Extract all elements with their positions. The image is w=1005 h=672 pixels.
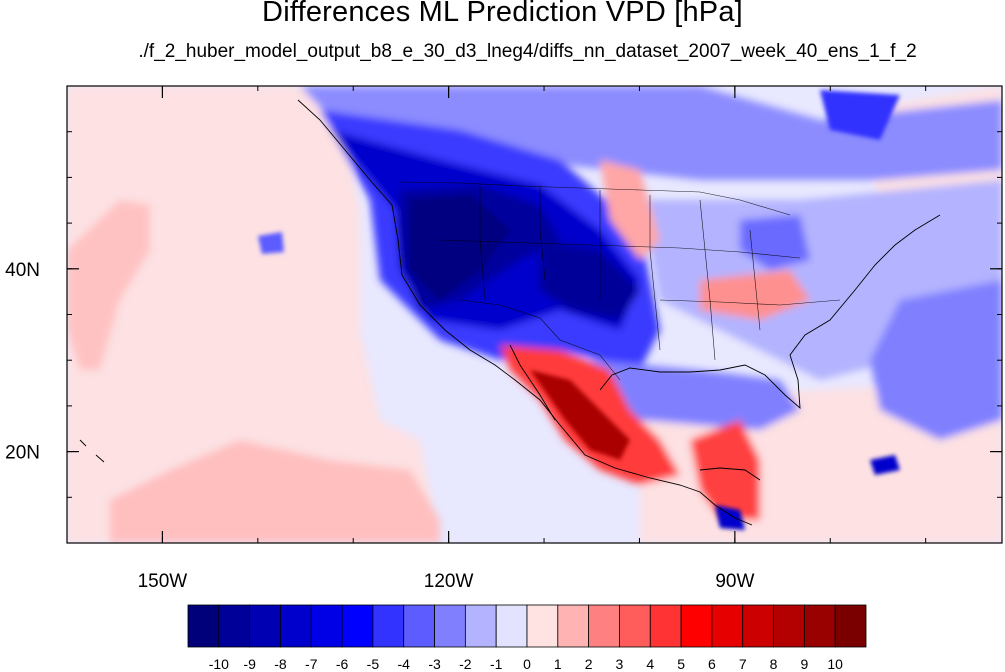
colorbar-label: -10 bbox=[209, 656, 229, 672]
field-negative-gulf bbox=[590, 360, 800, 430]
field-positive-southeast bbox=[700, 270, 810, 320]
colorbar-swatch bbox=[773, 604, 805, 648]
colorbar-swatch bbox=[280, 604, 312, 648]
colorbar-label: 10 bbox=[827, 656, 843, 672]
field-positive-pacific-south bbox=[110, 440, 440, 543]
field-negative-sierra-core bbox=[410, 195, 510, 300]
field-negative-atlantic-east bbox=[870, 280, 1002, 440]
colorbar-swatch bbox=[742, 604, 774, 648]
map-title: Differences ML Prediction VPD [hPa] bbox=[262, 0, 743, 28]
colorbar-swatch bbox=[310, 604, 343, 648]
field-positive-plains bbox=[600, 160, 660, 260]
colorbar-label: 1 bbox=[554, 656, 562, 672]
colorbar-label: 8 bbox=[770, 656, 778, 672]
field-negative-central-america-patch bbox=[715, 505, 745, 530]
field-negative-southern-rockies bbox=[540, 240, 640, 320]
lat-tick-label: 40N bbox=[5, 260, 40, 281]
colorbar-swatch bbox=[588, 604, 620, 648]
colorbar-swatch bbox=[557, 604, 590, 648]
colorbar-label: -6 bbox=[336, 656, 349, 672]
colorbar-swatch bbox=[680, 604, 713, 648]
colorbar-label: -4 bbox=[398, 656, 411, 672]
colorbar-labels: -10 -9 -8 -7 -6 -5 -4 -3 -2 -1 0 1 2 3 4 5 6 7 8 9 10 bbox=[209, 656, 843, 672]
field-positive-pacific-east bbox=[67, 86, 440, 543]
colorbar-label: 0 bbox=[523, 656, 531, 672]
field-negative-caribbean-patch bbox=[870, 455, 900, 475]
colorbar-label: 2 bbox=[585, 656, 593, 672]
colorbar-label: -3 bbox=[428, 656, 441, 672]
colorbar-label: -1 bbox=[490, 656, 503, 672]
axis-ticks bbox=[66, 85, 1002, 544]
colorbar-label: -5 bbox=[367, 656, 380, 672]
lat-tick-label: 20N bbox=[5, 443, 40, 464]
field-positive-mexico-core bbox=[530, 370, 630, 460]
colorbar-swatch bbox=[249, 604, 281, 648]
lon-tick-label: 150W bbox=[138, 571, 188, 592]
map-subtitle: ./f_2_huber_model_output_b8_e_30_d3_lneg… bbox=[138, 41, 917, 62]
colorbar-swatch bbox=[526, 604, 559, 648]
colorbar-swatch bbox=[649, 604, 682, 648]
field-positive-central-america bbox=[690, 420, 760, 520]
field-positive-pacific-west bbox=[67, 200, 150, 370]
colorbar-swatch bbox=[711, 604, 744, 648]
colorbar-label: 4 bbox=[646, 656, 654, 672]
colorbar-swatch bbox=[834, 604, 867, 648]
political-borders bbox=[399, 181, 841, 381]
coastlines bbox=[79, 99, 941, 526]
colorbar-label: -7 bbox=[305, 656, 318, 672]
field-negative-great-lakes bbox=[740, 215, 810, 270]
vpd-difference-field bbox=[67, 86, 1002, 543]
colorbar-label: -2 bbox=[459, 656, 472, 672]
field-negative-hudson-bay bbox=[820, 90, 900, 140]
colorbar-swatch bbox=[619, 604, 651, 648]
colorbar-swatch bbox=[495, 604, 528, 648]
colorbar-swatch bbox=[464, 604, 497, 648]
colorbar-swatch bbox=[372, 604, 405, 648]
colorbar-swatch bbox=[403, 604, 435, 648]
colorbar-swatch bbox=[341, 604, 374, 648]
colorbar-label: -9 bbox=[243, 656, 256, 672]
colorbar-label: 7 bbox=[739, 656, 747, 672]
colorbar-swatch bbox=[434, 604, 466, 648]
colorbar-label: 6 bbox=[708, 656, 716, 672]
colorbar-swatch bbox=[218, 604, 251, 648]
colorbar-label: -8 bbox=[274, 656, 287, 672]
lon-tick-label: 90W bbox=[715, 571, 754, 592]
colorbar-label: 5 bbox=[677, 656, 685, 672]
colorbar-swatch bbox=[803, 604, 836, 648]
colorbar-label: 3 bbox=[616, 656, 624, 672]
colorbar-label: 9 bbox=[800, 656, 808, 672]
field-negative-pacific-nw bbox=[258, 232, 284, 254]
lon-tick-label: 120W bbox=[424, 571, 474, 592]
colorbar bbox=[187, 604, 867, 648]
axis-tick-labels: 150W 120W 90W 40N 20N bbox=[5, 260, 754, 592]
colorbar-swatch bbox=[187, 604, 220, 648]
